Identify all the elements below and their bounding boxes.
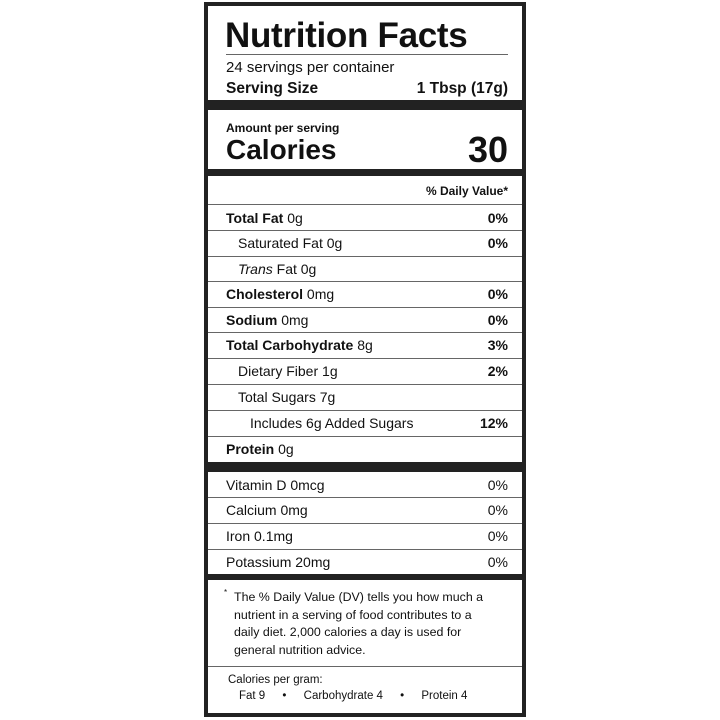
divider [208, 332, 522, 333]
divider [208, 230, 522, 231]
nutrient-dv: 0% [487, 312, 508, 328]
nutrient-name: Includes 6g Added Sugars [250, 415, 414, 431]
nutrient-amount: 0g [278, 441, 294, 457]
nutrition-facts-label: Nutrition Facts 24 servings per containe… [204, 2, 526, 717]
nutrient-name-rest: Fat [276, 261, 297, 277]
carbohydrate-calories: Carbohydrate 4 [303, 690, 383, 702]
thick-divider [208, 100, 522, 110]
divider [208, 281, 522, 282]
thick-divider [208, 169, 522, 176]
vitamin-row: Potassium 20mg 0% [226, 550, 508, 574]
nutrient-name: Total Fat [226, 210, 284, 226]
vitamin-dv: 0% [487, 502, 508, 518]
divider [208, 523, 522, 524]
divider [208, 410, 522, 411]
divider [208, 666, 522, 667]
vitamin-row: Vitamin D 0mcg 0% [226, 473, 508, 497]
bullet-separator: • [282, 690, 287, 702]
calories-value: 30 [467, 129, 508, 170]
nutrient-row-dietary-fiber: Dietary Fiber 1g 2% [238, 359, 508, 383]
divider [208, 307, 522, 308]
nutrient-amount: 0mg [306, 286, 335, 302]
bullet-separator: • [400, 690, 405, 702]
footnote-marker: * [224, 588, 228, 597]
calories-row: Calories 30 [226, 132, 508, 168]
divider [208, 436, 522, 437]
nutrient-dv: 12% [479, 415, 508, 431]
divider [208, 256, 522, 257]
nutrient-name: Total Carbohydrate [226, 337, 354, 353]
nutrient-amount: 1g [322, 363, 338, 379]
vitamin-label: Calcium 0mg [226, 502, 308, 518]
nutrient-dv: 0% [487, 210, 508, 226]
vitamin-dv: 0% [487, 528, 508, 544]
footnote-text: The % Daily Value (DV) tells you how muc… [234, 590, 484, 657]
calories-label: Calories [226, 134, 337, 165]
servings-per-container: 24 servings per container [226, 59, 395, 76]
nutrient-name: Trans [238, 261, 273, 277]
nutrient-name: Saturated Fat [238, 235, 323, 251]
nutrient-dv: 3% [487, 337, 508, 353]
thick-divider [208, 462, 522, 472]
nutrient-dv: 0% [487, 286, 508, 302]
nutrient-name: Cholesterol [226, 286, 304, 302]
nutrient-dv: 0% [487, 235, 508, 251]
divider [208, 358, 522, 359]
nutrient-row-saturated-fat: Saturated Fat 0g 0% [238, 231, 508, 255]
fat-calories: Fat 9 [239, 690, 266, 702]
daily-value-header: % Daily Value* [425, 184, 508, 198]
nutrient-amount: 8g [357, 337, 373, 353]
calories-per-gram-label: Calories per gram: [228, 674, 323, 686]
serving-size-label: Serving Size [226, 80, 319, 97]
thick-divider [208, 574, 522, 580]
vitamin-label: Potassium 20mg [226, 554, 331, 570]
nutrient-row-protein: Protein 0g [226, 437, 508, 461]
nutrient-row-trans-fat: Trans Fat 0g [238, 257, 508, 281]
vitamin-dv: 0% [487, 477, 508, 493]
nutrient-amount: 0g [326, 235, 343, 251]
vitamin-row: Iron 0.1mg 0% [226, 524, 508, 548]
vitamin-row: Calcium 0mg 0% [226, 498, 508, 522]
amount-per-serving: Amount per serving [226, 121, 340, 135]
serving-size-row: Serving Size 1 Tbsp (17g) [226, 80, 508, 98]
vitamin-label: Iron 0.1mg [226, 528, 293, 544]
protein-calories: Protein 4 [421, 690, 468, 702]
calories-per-gram-values: Fat 9 • Carbohydrate 4 • Protein 4 [239, 690, 467, 702]
nutrient-name: Protein [226, 441, 275, 457]
nutrient-name: Dietary Fiber [238, 363, 319, 379]
nutrient-amount: 0g [300, 261, 317, 277]
divider [208, 497, 522, 498]
divider [208, 204, 522, 205]
nutrient-row-total-fat: Total Fat 0g 0% [226, 206, 508, 230]
serving-size-value: 1 Tbsp (17g) [416, 80, 508, 97]
divider [208, 549, 522, 550]
nutrient-row-added-sugars: Includes 6g Added Sugars 12% [250, 411, 508, 435]
title-divider [226, 54, 508, 55]
nutrient-amount: 0g [287, 210, 303, 226]
nutrient-row-total-carbohydrate: Total Carbohydrate 8g 3% [226, 333, 508, 357]
nutrient-amount: 7g [319, 389, 336, 405]
vitamin-label: Vitamin D 0mcg [226, 477, 325, 493]
divider [208, 384, 522, 385]
nutrient-name: Total Sugars [238, 389, 316, 405]
label-title: Nutrition Facts [225, 16, 468, 55]
nutrient-row-cholesterol: Cholesterol 0mg 0% [226, 282, 508, 306]
nutrient-amount: 0mg [281, 312, 309, 328]
nutrient-name: Sodium [226, 312, 278, 328]
nutrient-row-sodium: Sodium 0mg 0% [226, 308, 508, 332]
nutrient-row-total-sugars: Total Sugars 7g [238, 385, 508, 409]
nutrient-dv: 2% [487, 363, 508, 379]
vitamin-dv: 0% [487, 554, 508, 570]
